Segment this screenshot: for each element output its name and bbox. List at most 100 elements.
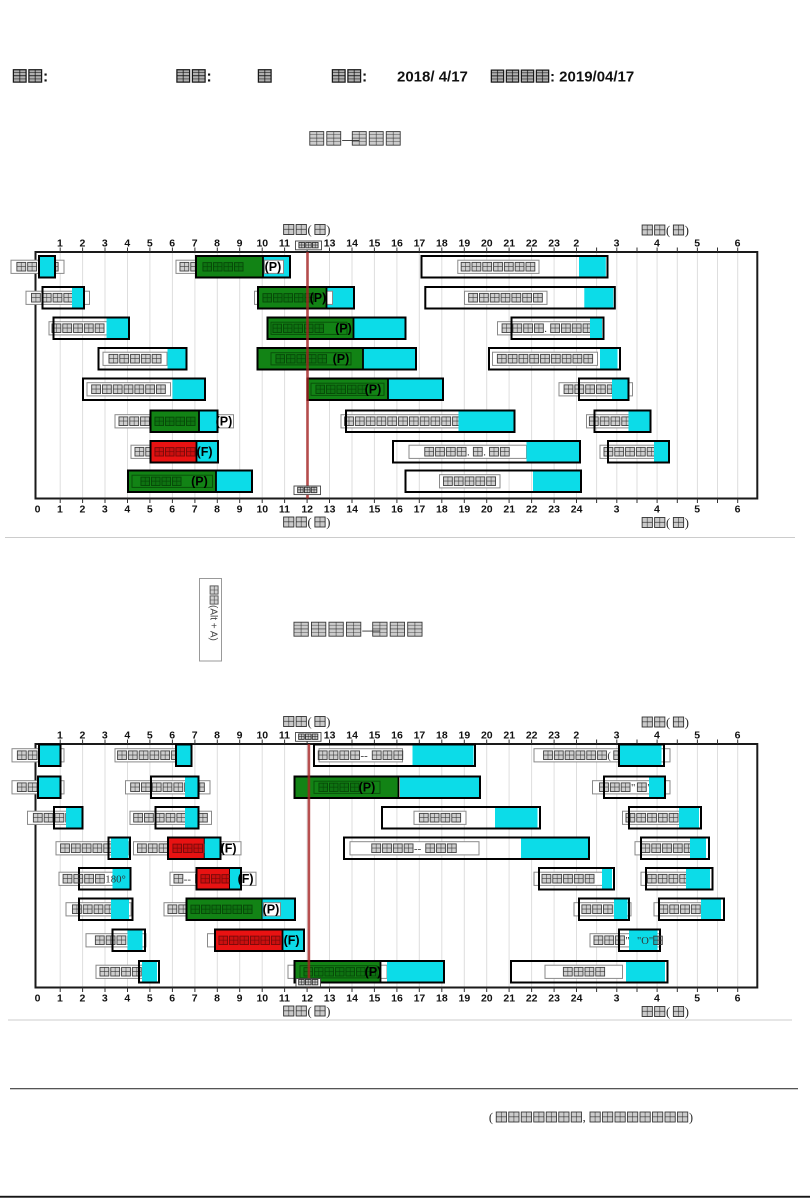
svg-text:15: 15 (369, 238, 381, 250)
svg-text:22: 22 (526, 993, 538, 1005)
svg-text:4: 4 (654, 993, 660, 1005)
svg-text:(: ( (308, 1005, 312, 1019)
svg-text:7: 7 (192, 730, 198, 742)
svg-text:): ) (689, 1111, 693, 1125)
svg-text:): ) (685, 1005, 689, 1019)
svg-text:22: 22 (526, 730, 538, 742)
svg-text:22: 22 (526, 238, 538, 250)
svg-text:(P): (P) (216, 415, 233, 429)
svg-text:5: 5 (694, 504, 700, 516)
svg-text:): ) (326, 1005, 330, 1019)
svg-text:5: 5 (147, 993, 153, 1005)
svg-text:23: 23 (548, 993, 560, 1005)
svg-text:23: 23 (548, 238, 560, 250)
svg-text:22: 22 (526, 504, 538, 516)
svg-text:11: 11 (279, 993, 290, 1005)
svg-text:2: 2 (79, 993, 85, 1005)
svg-text:20: 20 (481, 993, 493, 1005)
svg-text:6: 6 (735, 504, 741, 516)
svg-text:14: 14 (346, 993, 358, 1005)
svg-text:24: 24 (571, 993, 583, 1005)
svg-text:16: 16 (391, 993, 403, 1005)
svg-text:15: 15 (369, 504, 381, 516)
svg-text:4: 4 (654, 238, 660, 250)
svg-text:11: 11 (279, 504, 290, 516)
svg-text:19: 19 (459, 504, 471, 516)
svg-text:): ) (685, 716, 689, 730)
svg-text:2: 2 (79, 730, 85, 742)
svg-text:4: 4 (124, 238, 130, 250)
svg-text:—: — (361, 620, 380, 640)
svg-text:10: 10 (256, 993, 268, 1005)
svg-text:10: 10 (256, 730, 268, 742)
svg-text:0: 0 (35, 993, 41, 1005)
svg-text:14: 14 (346, 730, 358, 742)
svg-text:14: 14 (346, 504, 358, 516)
svg-text:20: 20 (481, 730, 493, 742)
svg-text:): ) (326, 715, 330, 729)
svg-text:6: 6 (735, 993, 741, 1005)
svg-text:17: 17 (414, 993, 426, 1005)
svg-text:6: 6 (169, 993, 175, 1005)
svg-text:5: 5 (694, 730, 700, 742)
svg-text:11: 11 (279, 238, 290, 250)
svg-text:(Alt + A): (Alt + A) (208, 605, 219, 641)
svg-text:16: 16 (391, 504, 403, 516)
svg-text::: : (43, 69, 48, 86)
svg-text:23: 23 (548, 504, 560, 516)
svg-text:7: 7 (192, 993, 198, 1005)
svg-text:--: -- (184, 874, 192, 886)
svg-text:(P): (P) (335, 322, 352, 336)
svg-text:10: 10 (256, 504, 268, 516)
svg-text:3: 3 (614, 504, 620, 516)
svg-text:2: 2 (573, 730, 579, 742)
svg-text:(F): (F) (238, 872, 254, 886)
svg-text:1: 1 (57, 993, 63, 1005)
svg-text:20: 20 (481, 504, 493, 516)
svg-text:(P): (P) (359, 781, 376, 795)
svg-text:16: 16 (391, 730, 403, 742)
svg-text:3: 3 (102, 504, 108, 516)
svg-text:17: 17 (414, 730, 426, 742)
svg-text:12: 12 (301, 993, 313, 1005)
svg-text:17: 17 (414, 504, 426, 516)
svg-text:(: ( (666, 716, 670, 730)
svg-text:21: 21 (503, 730, 515, 742)
svg-text:.: . (483, 447, 486, 459)
svg-text:8: 8 (214, 993, 220, 1005)
svg-text:3: 3 (614, 993, 620, 1005)
svg-text:4: 4 (654, 730, 660, 742)
svg-text:9: 9 (237, 730, 243, 742)
svg-text:8: 8 (214, 504, 220, 516)
svg-text:5: 5 (147, 238, 153, 250)
svg-text:1: 1 (57, 238, 63, 250)
svg-text:,: , (583, 1111, 586, 1125)
svg-text:"O": "O" (637, 936, 653, 947)
svg-text:(P): (P) (310, 291, 327, 305)
svg-text:19: 19 (459, 993, 471, 1005)
svg-text::: : (362, 69, 367, 86)
svg-text:2: 2 (79, 238, 85, 250)
svg-text:(F): (F) (197, 445, 213, 459)
svg-text:4: 4 (654, 504, 660, 516)
svg-text:6: 6 (169, 504, 175, 516)
svg-text:3: 3 (102, 993, 108, 1005)
svg-text:20: 20 (481, 238, 493, 250)
svg-text:9: 9 (237, 993, 243, 1005)
svg-text:13: 13 (324, 993, 336, 1005)
svg-text:9: 9 (237, 504, 243, 516)
svg-text:1: 1 (57, 504, 63, 516)
svg-text:6: 6 (735, 238, 741, 250)
svg-text:16: 16 (391, 238, 403, 250)
svg-text:6: 6 (169, 730, 175, 742)
svg-text:9: 9 (237, 238, 243, 250)
svg-text::: : (207, 69, 212, 86)
svg-text:(: ( (308, 715, 312, 729)
svg-text:18: 18 (436, 238, 448, 250)
svg-text:(: ( (666, 224, 670, 238)
svg-text:--: -- (414, 843, 422, 855)
svg-text:4: 4 (124, 730, 130, 742)
svg-text:(: ( (607, 750, 611, 762)
svg-text:13: 13 (324, 238, 336, 250)
svg-text:3: 3 (614, 730, 620, 742)
